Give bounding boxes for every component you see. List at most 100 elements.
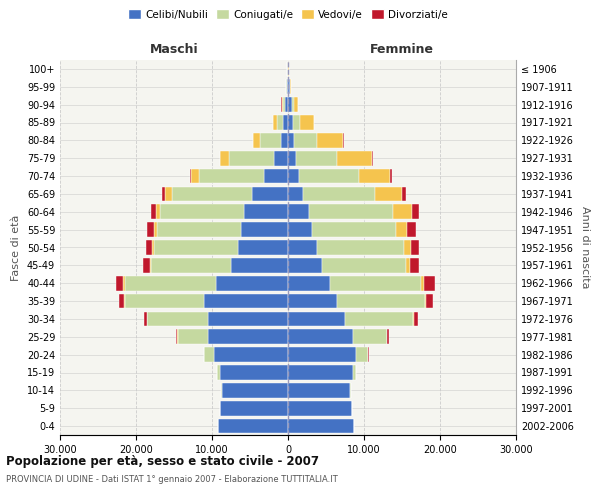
Y-axis label: Anni di nascita: Anni di nascita [580, 206, 590, 289]
Bar [299, 168, 359, 184]
Bar [288, 133, 294, 148]
Bar [290, 80, 291, 94]
Bar [156, 204, 160, 219]
Bar [414, 312, 418, 326]
Bar [425, 294, 427, 308]
Bar [251, 186, 288, 201]
Bar [154, 222, 157, 237]
Bar [190, 168, 191, 184]
Bar [288, 312, 345, 326]
Bar [353, 330, 387, 344]
Bar [292, 98, 294, 112]
Bar [125, 276, 216, 290]
Bar [214, 348, 288, 362]
Bar [359, 168, 390, 184]
Bar [273, 115, 277, 130]
Bar [353, 365, 356, 380]
Bar [288, 258, 322, 272]
Bar [144, 312, 147, 326]
Bar [406, 258, 410, 272]
Bar [152, 240, 154, 255]
Bar [288, 365, 353, 380]
Bar [217, 365, 220, 380]
Bar [125, 294, 205, 308]
Bar [199, 168, 263, 184]
Bar [124, 294, 125, 308]
Bar [165, 186, 172, 201]
Bar [313, 222, 396, 237]
Bar [356, 348, 368, 362]
Bar [281, 133, 288, 148]
Bar [151, 204, 156, 219]
Bar [221, 383, 222, 398]
Bar [317, 240, 404, 255]
Bar [116, 276, 124, 290]
Bar [396, 222, 407, 237]
Bar [413, 312, 414, 326]
Bar [412, 204, 419, 219]
Text: PROVINCIA DI UDINE - Dati ISTAT 1° gennaio 2007 - Elaborazione TUTTITALIA.IT: PROVINCIA DI UDINE - Dati ISTAT 1° genna… [6, 475, 338, 484]
Bar [317, 133, 343, 148]
Bar [322, 258, 406, 272]
Bar [241, 222, 288, 237]
Bar [288, 240, 317, 255]
Bar [330, 276, 421, 290]
Bar [143, 258, 149, 272]
Bar [350, 383, 351, 398]
Bar [208, 312, 288, 326]
Bar [124, 276, 125, 290]
Bar [148, 222, 154, 237]
Bar [238, 240, 288, 255]
Bar [283, 98, 286, 112]
Bar [286, 80, 287, 94]
Bar [337, 151, 371, 166]
Bar [208, 330, 288, 344]
Bar [220, 151, 229, 166]
Bar [427, 294, 433, 308]
Bar [309, 204, 393, 219]
Bar [288, 115, 293, 130]
Bar [368, 348, 369, 362]
Bar [288, 276, 330, 290]
Bar [203, 348, 204, 362]
Bar [229, 151, 274, 166]
Bar [371, 151, 373, 166]
Bar [387, 330, 388, 344]
Bar [260, 133, 281, 148]
Bar [411, 240, 419, 255]
Bar [178, 330, 208, 344]
Bar [277, 115, 283, 130]
Bar [283, 115, 288, 130]
Bar [244, 204, 288, 219]
Bar [407, 222, 416, 237]
Bar [390, 168, 392, 184]
Bar [157, 222, 241, 237]
Bar [421, 276, 424, 290]
Bar [393, 204, 412, 219]
Bar [160, 204, 244, 219]
Bar [253, 133, 260, 148]
Bar [288, 80, 290, 94]
Bar [345, 312, 413, 326]
Bar [205, 348, 214, 362]
Bar [222, 383, 288, 398]
Bar [162, 186, 165, 201]
Bar [288, 98, 292, 112]
Bar [424, 276, 436, 290]
Bar [288, 186, 303, 201]
Bar [119, 294, 124, 308]
Bar [231, 258, 288, 272]
Bar [146, 240, 152, 255]
Bar [300, 115, 314, 130]
Bar [388, 330, 389, 344]
Bar [402, 186, 406, 201]
Bar [288, 348, 356, 362]
Bar [216, 276, 288, 290]
Bar [294, 133, 317, 148]
Bar [288, 419, 354, 434]
Bar [288, 330, 353, 344]
Bar [286, 98, 288, 112]
Bar [148, 312, 208, 326]
Bar [288, 222, 313, 237]
Bar [288, 204, 309, 219]
